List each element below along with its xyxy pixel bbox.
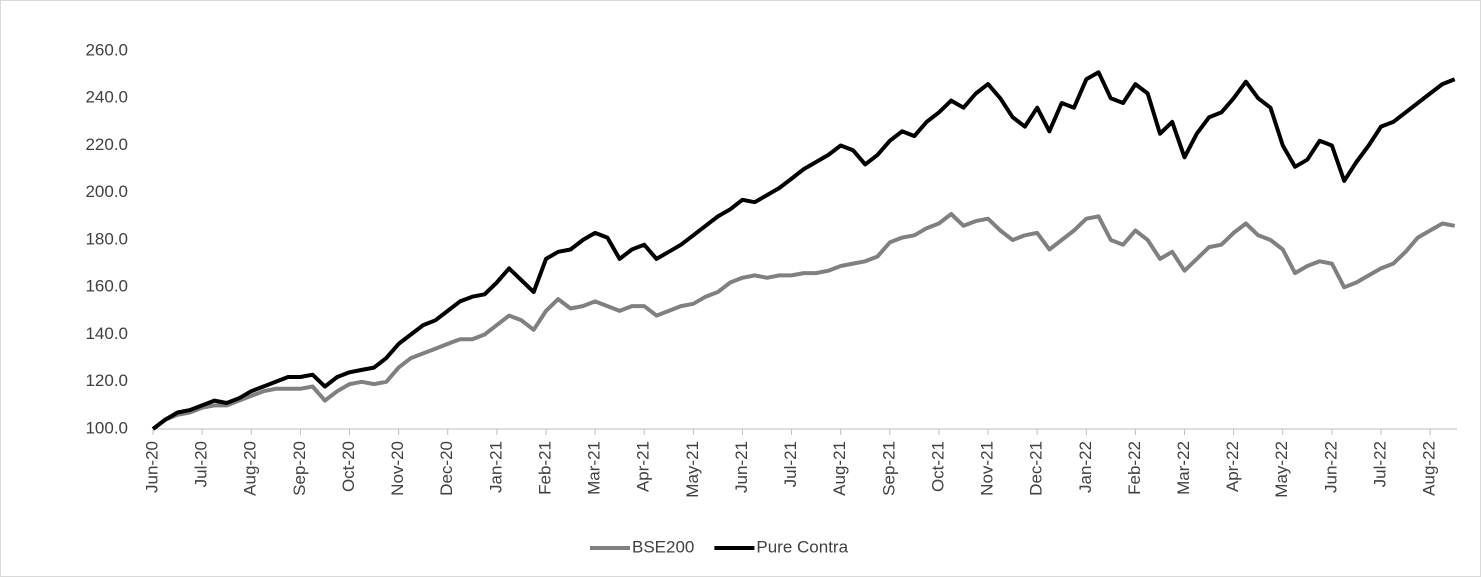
x-tick-label: Sep-21 <box>879 441 898 496</box>
y-tick-label: 120.0 <box>85 371 128 390</box>
legend-label: BSE200 <box>632 537 694 556</box>
x-tick-label: May-22 <box>1272 441 1291 498</box>
y-tick-label: 200.0 <box>85 182 128 201</box>
x-tick-label: Jul-20 <box>192 441 211 487</box>
legend-label: Pure Contra <box>756 537 848 556</box>
x-tick-label: Dec-20 <box>437 441 456 496</box>
y-tick-label: 220.0 <box>85 135 128 154</box>
x-tick-label: Aug-21 <box>830 441 849 496</box>
x-tick-label: Mar-21 <box>585 441 604 495</box>
x-tick-label: Jul-21 <box>781 441 800 487</box>
x-tick-label: Feb-22 <box>1125 441 1144 495</box>
x-tick-label: Apr-21 <box>634 441 653 492</box>
x-tick-label: May-21 <box>683 441 702 498</box>
x-tick-label: Jan-21 <box>486 441 505 493</box>
x-tick-label: Feb-21 <box>535 441 554 495</box>
y-tick-label: 140.0 <box>85 324 128 343</box>
y-tick-label: 240.0 <box>85 88 128 107</box>
x-tick-label: Mar-22 <box>1174 441 1193 495</box>
x-tick-label: Nov-20 <box>388 441 407 496</box>
x-tick-label: Jan-22 <box>1076 441 1095 493</box>
x-tick-label: Aug-20 <box>241 441 260 496</box>
x-tick-label: Apr-22 <box>1223 441 1242 492</box>
y-tick-label: 100.0 <box>85 418 128 437</box>
x-tick-label: Nov-21 <box>978 441 997 496</box>
x-tick-label: Dec-21 <box>1027 441 1046 496</box>
x-tick-label: Jun-21 <box>732 441 751 493</box>
series-line <box>151 70 1456 431</box>
x-tick-label: Jun-20 <box>142 441 161 493</box>
y-tick-label: 160.0 <box>85 277 128 296</box>
y-tick-label: 260.0 <box>85 40 128 59</box>
y-tick-label: 180.0 <box>85 229 128 248</box>
x-tick-label: Oct-21 <box>928 441 947 492</box>
series-line <box>151 212 1456 431</box>
x-tick-label: Oct-20 <box>339 441 358 492</box>
x-tick-label: Jul-22 <box>1370 441 1389 487</box>
x-tick-label: Aug-22 <box>1420 441 1439 496</box>
x-tick-label: Sep-20 <box>290 441 309 496</box>
x-tick-label: Jun-22 <box>1321 441 1340 493</box>
